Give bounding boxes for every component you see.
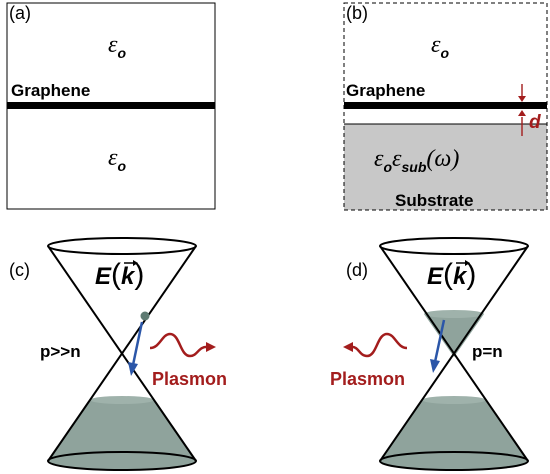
panel-a-bottom-medium: εo: [108, 145, 126, 174]
panel-c-doping-label: p>>n: [40, 342, 81, 361]
panel-b-graphene-label: Graphene: [346, 81, 425, 100]
panel-c-label: (c): [9, 260, 30, 280]
panel-a-graphene-sheet: [7, 102, 215, 109]
panel-d-upper-cone-rim: [379, 237, 529, 255]
panel-c-plasmon-wave: [149, 332, 209, 358]
panel-d-plasmon-arrowhead: [343, 342, 353, 352]
panel-c-dispersion-label: E(k): [95, 258, 144, 291]
panel-c-transition-arrowhead: [128, 362, 138, 376]
panel-c-lower-cone-rim: [47, 451, 197, 471]
panel-a: (a) εo Graphene εo: [6, 2, 216, 210]
panel-a-top-medium: εo: [108, 32, 126, 61]
panel-d-plasmon-label: Plasmon: [330, 369, 405, 389]
panel-b-label: (b): [346, 3, 368, 23]
panel-c-lower-cone-fill: [48, 400, 196, 461]
panel-b: (b) εo Graphene d εoεsub(ω) Substrate: [343, 2, 548, 211]
panel-d-plasmon-wave: [350, 332, 408, 358]
panel-c-transition-arrow: [131, 321, 144, 366]
panel-d-doping-label: p=n: [472, 342, 503, 361]
panel-a-graphene-label: Graphene: [11, 81, 90, 100]
panel-d-k-vector-head: [465, 260, 470, 266]
panel-d-label: (d): [346, 260, 368, 280]
panel-a-label: (a): [9, 3, 31, 23]
panel-c-electron: [140, 311, 150, 321]
substrate-block: [344, 124, 547, 210]
panel-c-plasmon-label: Plasmon: [152, 369, 227, 389]
substrate-label: Substrate: [395, 191, 473, 210]
panel-b-graphene-sheet: [344, 102, 547, 109]
panel-d-lower-fermi-level: [422, 396, 486, 404]
panel-c-upper-cone-rim: [47, 237, 197, 255]
panel-c-cone-line-right: [47, 245, 197, 462]
panel-c: (c) E(k) p>>n Plasmon: [9, 237, 227, 471]
panel-d: (d) E(k) p=n Plasmon: [330, 237, 529, 471]
panel-d-transition-arrowhead: [430, 359, 440, 373]
panel-c-k-vector-head: [133, 260, 138, 266]
substrate-permittivity: εoεsub(ω): [374, 146, 459, 175]
panel-b-top-medium: εo: [431, 32, 449, 61]
panel-d-cone-line-right: [379, 245, 529, 462]
separation-arrowhead-bottom: [518, 110, 526, 116]
panel-d-lower-cone-fill: [380, 400, 528, 461]
panel-d-upper-fermi-level: [424, 310, 484, 318]
panel-d-transition-arrow: [433, 319, 446, 363]
separation-label: d: [529, 112, 541, 133]
panel-d-dispersion-label: E(k): [427, 258, 476, 291]
panel-d-lower-cone-rim: [379, 451, 529, 471]
panel-d-upper-cone-fill: [424, 314, 484, 357]
panel-c-plasmon-arrowhead: [206, 342, 216, 352]
separation-arrowhead-top: [518, 96, 526, 102]
panel-c-fermi-level: [90, 396, 154, 404]
